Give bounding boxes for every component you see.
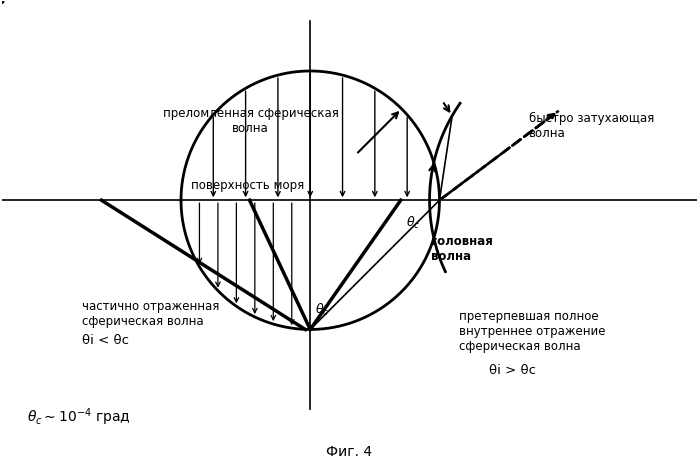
Text: $\theta_c \sim 10^{-4}$ град: $\theta_c \sim 10^{-4}$ град xyxy=(27,406,131,428)
Text: поверхность моря: поверхность моря xyxy=(191,179,304,192)
Text: претерпевшая полное
внутреннее отражение
сферическая волна: претерпевшая полное внутреннее отражение… xyxy=(459,309,606,352)
Text: преломленная сферическая
волна: преломленная сферическая волна xyxy=(163,107,338,135)
Text: θi < θc: θi < θc xyxy=(82,334,129,348)
Text: частично отраженная
сферическая волна: частично отраженная сферическая волна xyxy=(82,299,219,328)
Text: быстро затухающая
волна: быстро затухающая волна xyxy=(529,112,654,140)
Text: головная
волна: головная волна xyxy=(431,235,492,263)
Text: θi > θc: θi > θc xyxy=(489,364,536,377)
Text: $\theta_c$: $\theta_c$ xyxy=(405,215,420,231)
Text: Фиг. 4: Фиг. 4 xyxy=(326,445,373,459)
Text: $\theta_c$: $\theta_c$ xyxy=(315,301,329,317)
